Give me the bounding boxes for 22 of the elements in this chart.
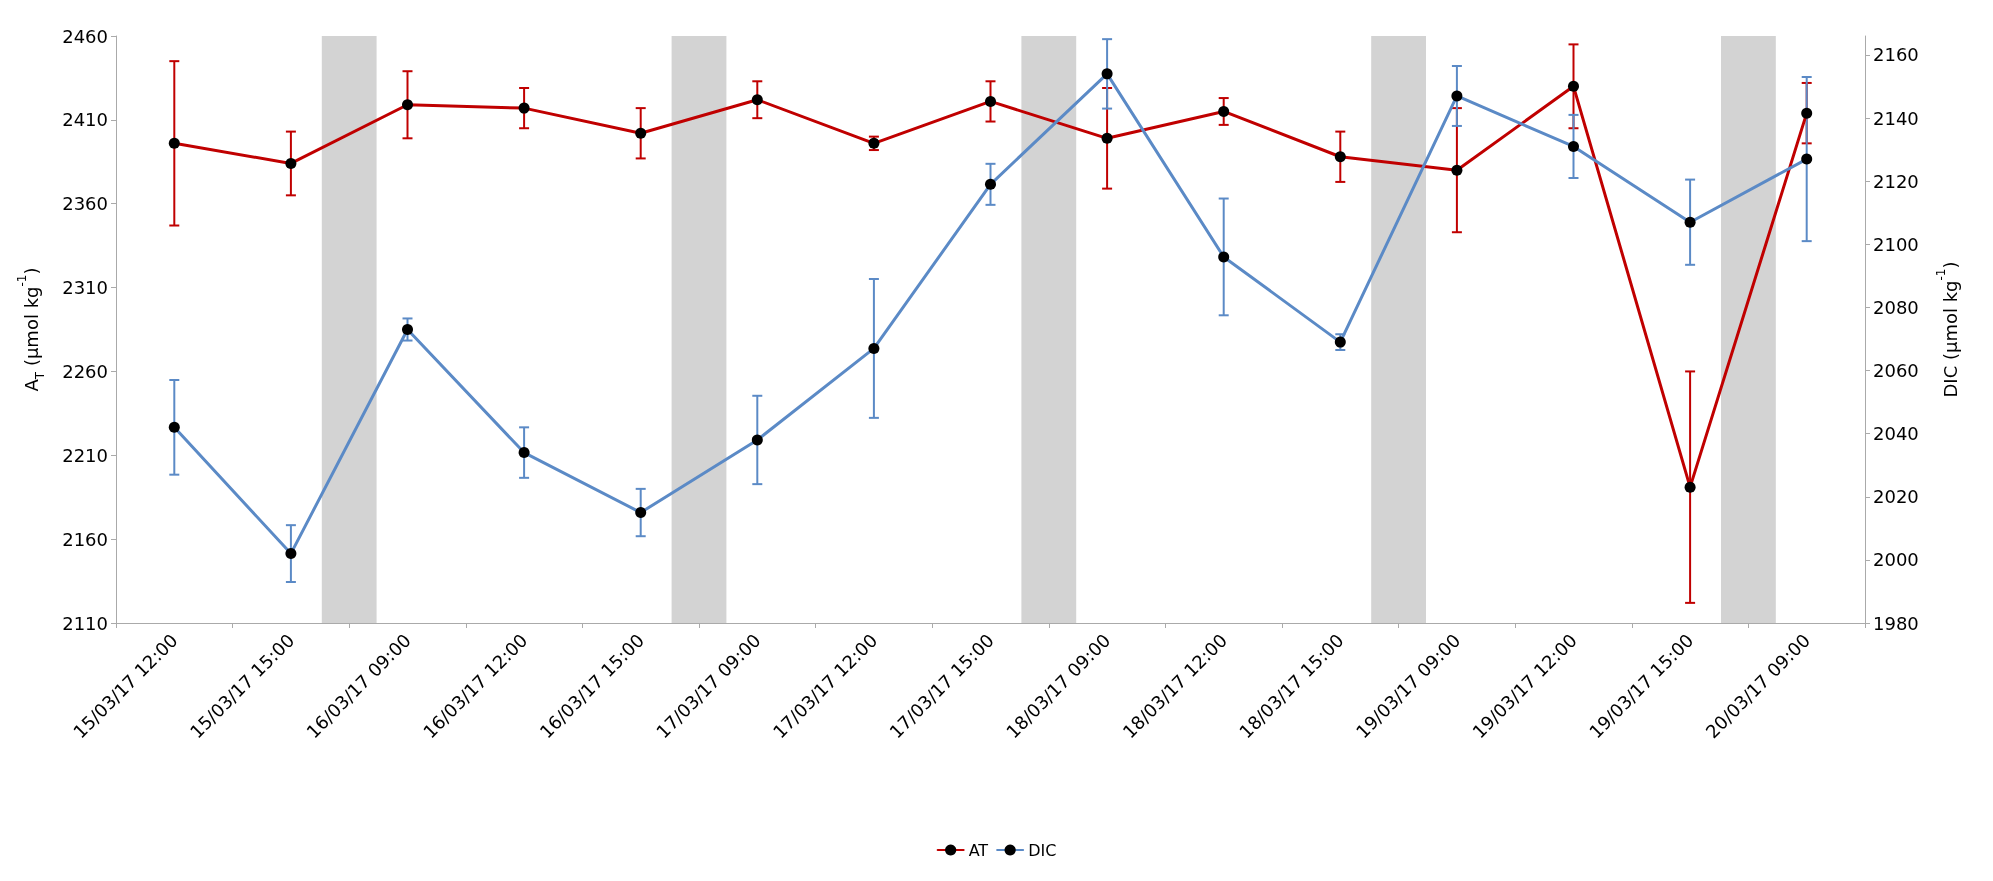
y-tick-label: 2310: [62, 277, 108, 299]
y2-tick-label: 2000: [1873, 549, 1919, 571]
y2-tick-label: 2140: [1873, 107, 1919, 129]
y-tick-label: 2110: [62, 612, 108, 634]
legend-label: DIC: [1028, 840, 1057, 860]
y2-tick-label: 2040: [1873, 423, 1919, 445]
y-tick-label: 2260: [62, 360, 108, 382]
y-axis-title: AT (µmol kg-1): [15, 267, 47, 392]
y-tick-label: 2410: [62, 109, 108, 131]
y2-tick-label: 2120: [1873, 170, 1919, 192]
y2-axis-title: DIC (µmol kg-1): [1934, 261, 1961, 398]
y2-tick-label: 2160: [1873, 44, 1919, 66]
y-tick-label: 2460: [62, 25, 108, 47]
y-tick-label: 2360: [62, 193, 108, 215]
y2-tick-label: 2020: [1873, 486, 1919, 508]
y2-tick-label: 2080: [1873, 296, 1919, 318]
y-tick-label: 2160: [62, 528, 108, 550]
y2-tick-label: 1980: [1873, 612, 1919, 634]
y2-tick-label: 2100: [1873, 233, 1919, 255]
y-tick-label: 2210: [62, 444, 108, 466]
y2-tick-label: 2060: [1873, 360, 1919, 382]
legend-label: AT: [968, 840, 989, 860]
